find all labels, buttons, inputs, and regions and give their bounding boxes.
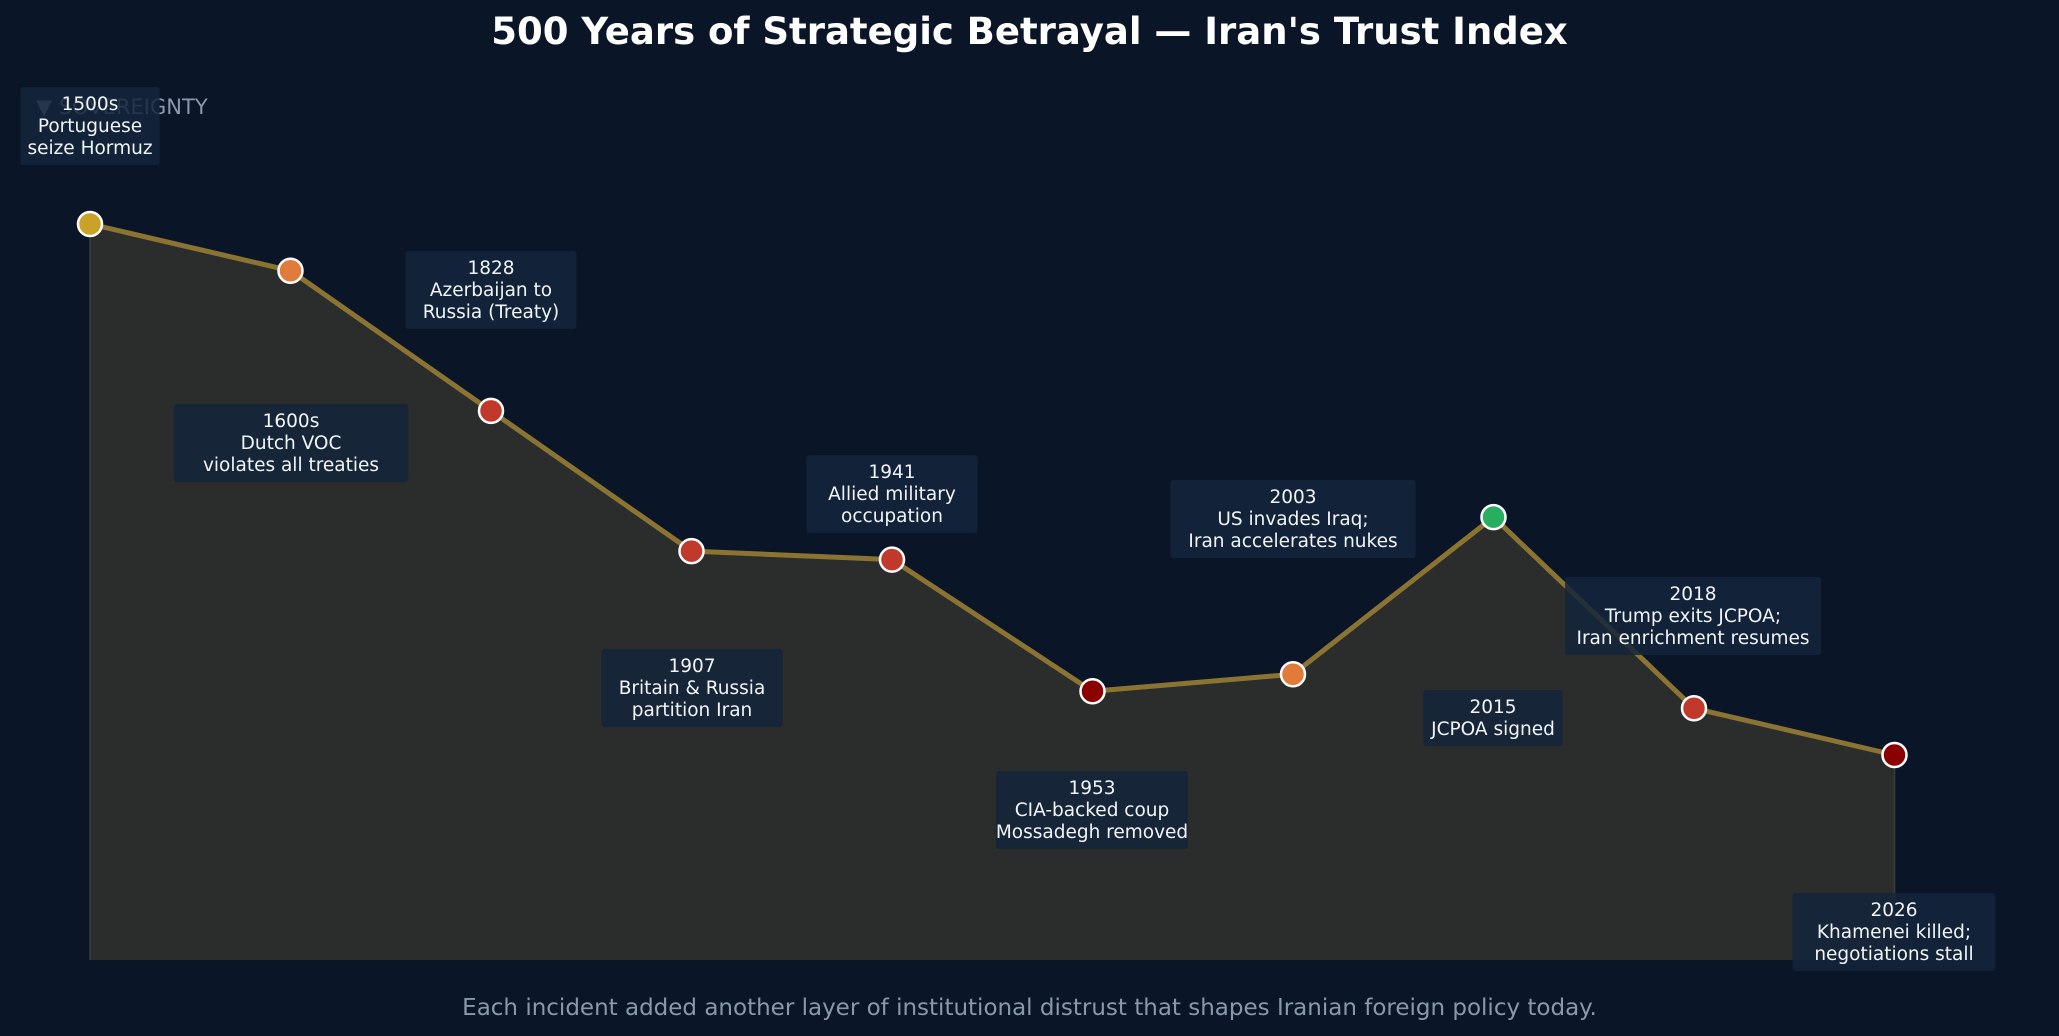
annotation-year: 2003 [1269,487,1316,508]
annotation-text: JCPOA signed [1430,719,1555,740]
annotation-box [1792,893,1996,971]
annotation-box [405,251,577,329]
annotation-text: partition Iran [632,700,753,721]
annotation-box [806,455,978,533]
data-point-1828 [477,397,505,425]
data-point-2003 [1279,661,1307,688]
annotation-text: Russia (Treaty) [423,302,560,323]
annotation-box [1565,577,1821,655]
chart-title: 500 Years of Strategic Betrayal — Iran's… [491,10,1568,53]
annotation-year: 1500s [62,94,119,115]
data-point-1941 [878,546,906,573]
annotation-box [601,649,783,727]
annotation-text: Allied military [828,484,956,505]
annotation-text: CIA-backed coup [1015,800,1170,821]
annotation-text: Azerbaijan to [430,280,552,301]
plot-area [76,210,1908,960]
annotation-text: Khamenei killed; [1817,922,1971,943]
annotation-box [1423,690,1563,746]
annotation-text: Trump exits JCPOA; [1604,606,1781,627]
data-point-2026 [1881,741,1908,769]
chart-caption: Each incident added another layer of ins… [462,995,1597,1021]
annotation-box [20,87,160,165]
annotation-year: 2018 [1669,584,1716,605]
annotation-text: Iran accelerates nukes [1188,531,1397,552]
trust-area-fill [90,224,1895,960]
annotation-year: 1953 [1068,778,1115,799]
data-point-1600s [277,257,304,284]
data-point-2018 [1680,695,1708,722]
annotation-text: violates all treaties [203,455,379,476]
annotation-text: occupation [841,506,943,527]
data-point-1953 [1079,678,1106,705]
annotation-box [173,404,409,482]
annotation-text: US invades Iraq; [1217,509,1368,530]
annotation-year: 1828 [467,258,514,279]
data-point-1500s [76,210,104,238]
annotation-text: negotiations stall [1814,944,1973,965]
annotation-year: 1907 [668,656,715,677]
data-point-1907 [678,537,705,565]
annotation-year: 2015 [1469,697,1516,718]
annotation-text: seize Hormuz [27,138,152,159]
data-point-2015 [1480,503,1507,531]
annotation-text: Iran enrichment resumes [1576,628,1809,649]
annotation-text: Britain & Russia [619,678,766,699]
annotation-year: 1600s [263,411,320,432]
annotation-text: Portuguese [38,116,142,137]
annotation-text: Dutch VOC [241,433,342,454]
annotation-year: 1941 [868,462,915,483]
annotation-year: 2026 [1870,900,1917,921]
annotation-box [1170,480,1416,558]
annotation-box [995,771,1189,849]
annotation-text: Mossadegh removed [996,822,1188,843]
